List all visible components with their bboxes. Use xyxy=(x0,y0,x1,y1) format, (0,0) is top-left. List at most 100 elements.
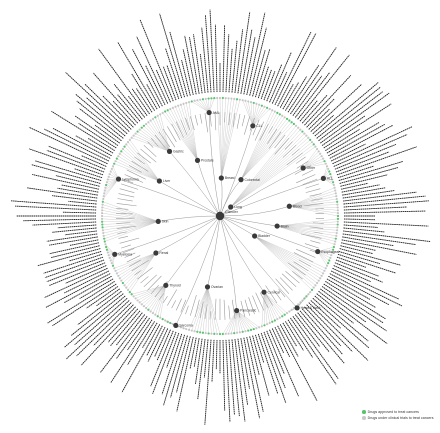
drug-label-mark xyxy=(336,146,417,176)
drug-label-mark xyxy=(266,330,285,375)
target-label-mark xyxy=(228,305,231,320)
category-node xyxy=(250,123,256,129)
leaf-edge xyxy=(188,102,198,161)
drug-label-mark xyxy=(222,24,226,93)
category-node xyxy=(238,177,244,183)
leaf-edge xyxy=(152,285,166,314)
drug-label-mark xyxy=(193,338,200,368)
drug-label-mark xyxy=(79,108,122,142)
category-node xyxy=(228,204,234,210)
category-node xyxy=(153,250,159,256)
leaf-edge xyxy=(199,286,208,333)
category-label: Liver xyxy=(163,179,171,183)
drug-label-mark xyxy=(234,339,246,422)
target-label-mark xyxy=(311,198,323,201)
drug-label-mark xyxy=(57,224,97,229)
drug-label-mark xyxy=(44,267,108,298)
drug-label-mark xyxy=(170,335,188,398)
category-label: Gastric xyxy=(173,150,184,154)
leaf-edge xyxy=(250,102,253,126)
target-label-mark xyxy=(285,271,300,284)
leaf-edge xyxy=(103,221,159,237)
drug-label-mark xyxy=(81,155,107,167)
leaf-edge xyxy=(303,161,325,169)
leaf-edge xyxy=(126,252,157,288)
category-node xyxy=(166,148,173,154)
drug-label-mark xyxy=(341,184,380,193)
drug-label-mark xyxy=(52,195,97,202)
leaf-edge xyxy=(197,100,210,113)
target-label-mark xyxy=(117,231,127,234)
category-label: Head & Neck xyxy=(301,306,321,310)
trial-drug-dot xyxy=(199,98,202,101)
drug-label-mark xyxy=(243,337,261,419)
hub-edge xyxy=(219,177,223,217)
target-label-mark xyxy=(120,183,139,190)
leaf-edge xyxy=(221,98,229,179)
trial-drug-dot xyxy=(110,167,113,170)
leaf-edge xyxy=(133,285,166,297)
hub-edge xyxy=(208,112,221,217)
trial-drug-dot xyxy=(185,101,188,105)
drug-label-mark xyxy=(43,128,110,162)
drug-label-mark xyxy=(312,114,335,135)
drug-label-mark xyxy=(234,29,244,93)
drug-label-mark xyxy=(57,187,98,196)
drug-label-mark xyxy=(316,87,381,139)
leaf-edge xyxy=(122,252,157,284)
leaf-edge xyxy=(221,98,224,179)
leaf-edge xyxy=(114,252,156,269)
leaf-edge xyxy=(240,117,285,180)
leaf-edge xyxy=(230,129,301,208)
leaf-edge xyxy=(114,163,160,182)
target-label-mark xyxy=(122,248,135,254)
target-label-mark xyxy=(116,208,129,210)
leaf-edge xyxy=(289,198,337,207)
target-label-mark xyxy=(309,226,324,229)
trial-drug-dot xyxy=(193,330,196,333)
drug-label-mark xyxy=(310,300,341,329)
leaf-edge xyxy=(172,107,198,161)
leaf-edge xyxy=(254,235,322,276)
drug-label-mark xyxy=(65,72,130,132)
leaf-edge xyxy=(225,310,237,334)
leaf-edge xyxy=(124,252,157,286)
leaf-edge xyxy=(277,225,338,231)
trial-dot-icon xyxy=(362,416,366,420)
drug-label-mark xyxy=(340,242,376,251)
target-label-mark xyxy=(296,174,316,184)
leaf-edge xyxy=(145,123,170,152)
leaf-edge xyxy=(252,102,254,126)
leaf-edge xyxy=(221,98,232,179)
category-node xyxy=(173,322,179,329)
drug-label-mark xyxy=(131,73,155,111)
leaf-edge xyxy=(178,105,198,161)
target-label-mark xyxy=(128,259,141,267)
category-label: Prostate xyxy=(201,159,214,163)
drug-label-mark xyxy=(342,187,386,196)
leaf-edge xyxy=(119,153,160,182)
drug-label-mark xyxy=(255,334,265,363)
target-label-mark xyxy=(228,112,231,126)
drug-label-mark xyxy=(209,9,215,93)
drug-label-mark xyxy=(292,75,323,116)
drug-label-mark xyxy=(290,47,337,115)
center-node xyxy=(215,211,225,221)
leaf-edge xyxy=(216,98,222,179)
leaf-edge xyxy=(252,103,257,126)
trial-drug-dot xyxy=(169,107,172,111)
drug-label-mark xyxy=(55,175,100,187)
target-label-mark xyxy=(259,123,269,141)
leaf-edge xyxy=(103,178,119,197)
leaf-edge xyxy=(102,204,159,222)
drug-label-mark xyxy=(340,174,388,187)
trial-drug-dot xyxy=(111,165,115,168)
leaf-edge xyxy=(141,285,166,305)
target-label-mark xyxy=(275,278,290,295)
category-node xyxy=(115,176,122,182)
target-label-mark xyxy=(120,244,131,249)
target-label-mark xyxy=(117,198,133,202)
leaf-edge xyxy=(207,286,215,334)
leaf-edge xyxy=(127,142,160,182)
